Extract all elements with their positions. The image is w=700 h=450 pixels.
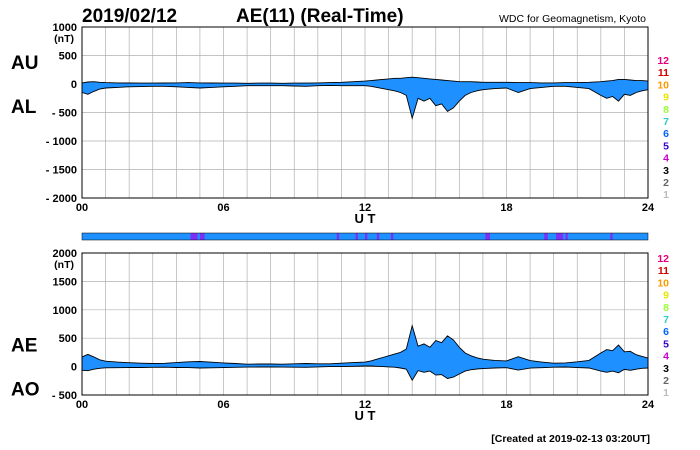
x-tick-label: 06 [217,399,229,411]
legend-station-count: 10 [657,79,669,91]
quality-bar-segment [355,233,358,240]
legend-station-count: 6 [663,326,669,338]
y-tick-label: 1000 [53,22,77,34]
y-tick-label: 0 [71,79,77,91]
created-timestamp: [Created at 2019-02-13 03:20UT] [491,433,650,445]
series-line-au [81,76,649,84]
range-area-fill [82,325,648,381]
y-tick-label: 1000 [53,305,77,317]
quality-bar-segment [565,233,568,240]
x-tick-label: 12 [359,202,371,214]
y-tick-label: - 2000 [46,193,77,205]
x-axis-label: U T [355,211,376,226]
legend-station-count: 2 [663,375,669,387]
lower-series-label: AL [11,97,37,118]
series-line-al [81,84,649,120]
quality-bar-segment [390,233,394,240]
chart-title: AE(11) (Real-Time) [236,6,404,27]
y-tick-label: - 1500 [46,165,77,177]
x-tick-label: 18 [500,202,512,214]
legend-station-count: 4 [663,153,669,165]
legend-station-count: 12 [657,55,669,67]
chart-date: 2019/02/12 [82,6,177,27]
legend-station-count: 9 [663,290,669,302]
y-tick-label: 0 [71,362,77,374]
quality-bar-segment [610,233,613,240]
chart-source: WDC for Geomagnetism, Kyoto [499,13,646,25]
legend-station-count: 5 [663,140,669,152]
legend-station-count: 2 [663,177,669,189]
upper-series-label: AE [11,336,37,357]
unit-label: (nT) [54,33,74,45]
quality-bar-segment [199,233,205,240]
unit-label: (nT) [54,259,74,271]
legend-station-count: 12 [657,253,669,265]
x-axis-label: U T [355,408,376,423]
y-tick-label: 500 [59,333,77,345]
y-tick-label: - 500 [52,390,77,402]
legend-station-count: 8 [663,302,669,314]
y-tick-label: - 1000 [46,136,77,148]
legend-station-count: 11 [658,265,669,277]
series-line-ae [81,323,649,365]
x-tick-label: 18 [500,399,512,411]
upper-series-label: AU [11,53,38,74]
quality-bar-segment [556,233,564,240]
legend-station-count: 5 [663,338,669,350]
x-tick-label: 06 [217,202,229,214]
lower-series-label: AO [11,380,40,401]
y-tick-label: 1500 [53,276,77,288]
range-area-fill [82,77,648,119]
legend-station-count: 1 [663,387,669,399]
quality-bar-segment [190,233,198,240]
legend-station-count: 6 [663,128,669,140]
quality-bar-frame [81,232,649,241]
quality-bar-segment [336,233,340,240]
y-tick-label: 500 [59,51,77,63]
legend-station-count: 7 [663,116,669,128]
x-tick-label: 24 [642,202,655,214]
quality-bar-segment [485,233,490,240]
legend-station-count: 8 [663,104,669,116]
legend-station-count: 9 [663,92,669,104]
quality-bar-segment [544,233,548,240]
x-tick-label: 24 [642,399,655,411]
quality-bar-segment [365,233,368,240]
x-tick-label: 00 [76,202,88,214]
quality-bar-segment [376,233,380,240]
legend-station-count: 11 [658,67,669,79]
x-tick-label: 12 [359,399,371,411]
plot-frame [81,26,649,199]
ae-ao-panel: 2000 1500 1000 500 0 - 500 (nT) 00 06 12 18 24 U T AE… [11,248,655,423]
legend-station-count: 1 [663,189,669,201]
legend-station-count: 7 [663,314,669,326]
legend-station-count: 3 [663,363,669,375]
quality-bar [81,232,649,241]
y-tick-label: - 500 [52,108,77,120]
legend-station-count: 3 [663,165,669,177]
y-tick-label: 2000 [53,248,77,260]
legend-station-count: 4 [663,351,669,363]
plot-frame [81,252,649,396]
au-al-panel: 1000 500 0 - 500 - 1000 - 1500 - 2000 (nT) 00 06 1… [11,22,655,226]
legend-station-count: 10 [657,277,669,289]
series-line-ao [81,365,649,382]
x-tick-label: 00 [76,399,88,411]
